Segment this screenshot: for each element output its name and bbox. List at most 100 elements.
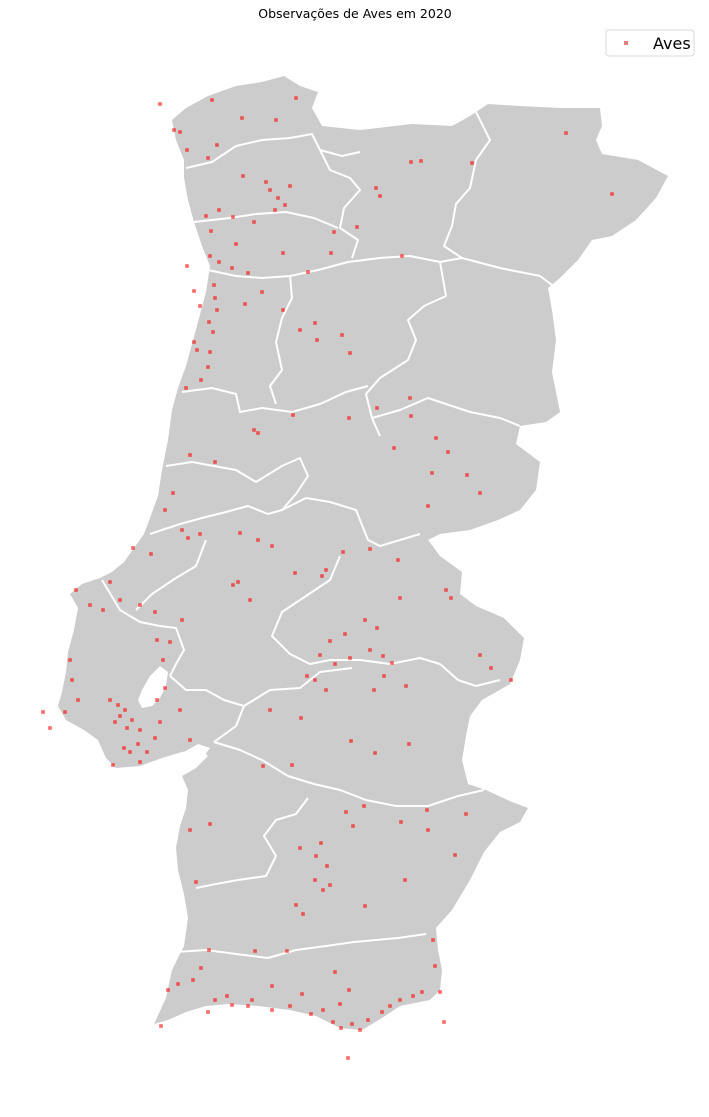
observation-point	[243, 302, 247, 306]
observation-point	[348, 351, 352, 355]
border-viana-braga	[185, 133, 361, 169]
observation-point	[108, 698, 112, 702]
observation-point	[264, 180, 268, 184]
observation-point	[212, 283, 216, 287]
observation-point	[199, 966, 203, 970]
observation-point	[155, 638, 159, 642]
observation-point	[184, 386, 188, 390]
observation-point	[465, 473, 469, 477]
observation-point	[372, 688, 376, 692]
observation-point	[70, 678, 74, 682]
observation-point	[407, 742, 411, 746]
observation-point	[217, 208, 221, 212]
observation-point	[301, 912, 305, 916]
observation-point	[313, 321, 317, 325]
observation-point	[362, 804, 366, 808]
observation-point	[68, 658, 72, 662]
observation-point	[261, 764, 265, 768]
observation-point	[270, 984, 274, 988]
observation-point	[131, 546, 135, 550]
observation-point	[246, 1004, 250, 1008]
observation-point	[442, 1020, 446, 1024]
observation-point	[188, 828, 192, 832]
observation-point	[380, 1010, 384, 1014]
border-leiria-santarem	[135, 539, 207, 611]
observation-point	[122, 746, 126, 750]
observation-point	[208, 254, 212, 258]
observation-point	[138, 760, 142, 764]
observation-point	[185, 264, 189, 268]
observation-point	[400, 254, 404, 258]
observation-point	[256, 431, 260, 435]
observation-point	[294, 903, 298, 907]
observation-point	[260, 290, 264, 294]
observation-point	[250, 998, 254, 1002]
observation-point	[163, 686, 167, 690]
observation-point	[341, 550, 345, 554]
border-porto-north	[193, 211, 339, 229]
observation-point	[382, 674, 386, 678]
observation-point	[470, 161, 474, 165]
observation-point	[426, 504, 430, 508]
border-porto-aveiro	[207, 255, 557, 289]
observation-point	[324, 688, 328, 692]
observation-point	[333, 970, 337, 974]
portugal-mainland	[58, 76, 668, 1030]
observation-point	[398, 998, 402, 1002]
observation-point	[288, 184, 292, 188]
observation-point	[118, 714, 122, 718]
observation-point	[172, 128, 176, 132]
border-leiria-south	[149, 497, 421, 547]
observation-point	[444, 588, 448, 592]
observation-point	[136, 742, 140, 746]
observation-point	[74, 588, 78, 592]
legend-marker	[624, 41, 628, 45]
bird-observations	[41, 96, 614, 1060]
observation-point	[331, 1020, 335, 1024]
observation-point	[128, 750, 132, 754]
observation-point	[433, 964, 437, 968]
observation-point	[438, 990, 442, 994]
observation-point	[270, 1008, 274, 1012]
observation-point	[125, 726, 129, 730]
observation-point	[375, 406, 379, 410]
observation-point	[300, 992, 304, 996]
tagus-estuary	[138, 666, 168, 708]
observation-point	[610, 192, 614, 196]
observation-point	[159, 1024, 163, 1028]
border-braga-vilareal	[319, 149, 361, 259]
sado-estuary	[184, 744, 210, 764]
legend-box	[605, 29, 695, 57]
observation-point	[101, 608, 105, 612]
observation-point	[149, 552, 153, 556]
observation-point	[138, 603, 142, 607]
observation-point	[374, 186, 378, 190]
observation-point	[299, 716, 303, 720]
observation-point	[180, 618, 184, 622]
observation-point	[208, 822, 212, 826]
border-vilareal-braganca	[443, 111, 491, 259]
observation-point	[188, 453, 192, 457]
observation-point	[178, 130, 182, 134]
observation-point	[430, 471, 434, 475]
observation-point	[130, 718, 134, 722]
observation-point	[305, 674, 309, 678]
observation-point	[215, 308, 219, 312]
observation-point	[324, 568, 328, 572]
observation-point	[320, 574, 324, 578]
observation-point	[489, 666, 493, 670]
observation-point	[238, 531, 242, 535]
observation-point	[171, 491, 175, 495]
observation-point	[478, 653, 482, 657]
observation-point	[274, 118, 278, 122]
observation-point	[325, 864, 329, 868]
land-layer	[58, 76, 668, 1030]
observation-point	[355, 225, 359, 229]
observation-point	[313, 678, 317, 682]
observation-point	[207, 320, 211, 324]
observation-point	[176, 982, 180, 986]
observation-point	[153, 736, 157, 740]
observation-point	[178, 708, 182, 712]
observation-point	[208, 350, 212, 354]
observation-point	[294, 96, 298, 100]
